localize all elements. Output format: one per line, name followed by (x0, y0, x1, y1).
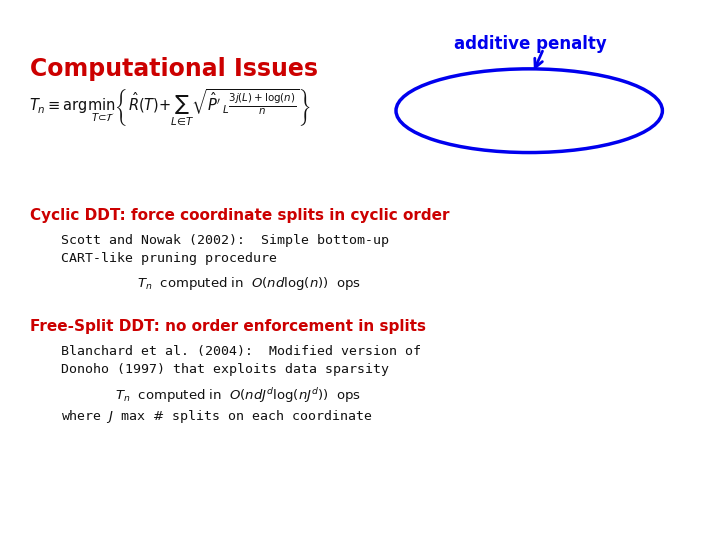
Text: Blanchard et al. (2004):  Modified version of: Blanchard et al. (2004): Modified versio… (61, 345, 421, 357)
Text: $T_n$  computed in  $O(ndJ^d\log(nJ^d))$  ops: $T_n$ computed in $O(ndJ^d\log(nJ^d))$ o… (115, 386, 361, 405)
Text: CART-like pruning procedure: CART-like pruning procedure (61, 252, 277, 265)
Text: Computational Issues: Computational Issues (30, 57, 318, 80)
Text: $T_n$  computed in  $O(nd\log(n))$  ops: $T_n$ computed in $O(nd\log(n))$ ops (137, 275, 361, 292)
Text: Cyclic DDT: force coordinate splits in cyclic order: Cyclic DDT: force coordinate splits in c… (30, 208, 450, 223)
Text: Free-Split DDT: no order enforcement in splits: Free-Split DDT: no order enforcement in … (30, 319, 426, 334)
Text: Scott and Nowak (2002):  Simple bottom-up: Scott and Nowak (2002): Simple bottom-up (61, 234, 390, 247)
Text: where $J$ max $\#$ splits on each coordinate: where $J$ max $\#$ splits on each coordi… (61, 408, 372, 424)
Text: $T_n \equiv \mathrm{arg}\min_{T \subset \mathcal{T}} \left\{ \hat{R}(T) + \sum_{: $T_n \equiv \mathrm{arg}\min_{T \subset … (29, 87, 311, 129)
Text: Donoho (1997) that exploits data sparsity: Donoho (1997) that exploits data sparsit… (61, 363, 390, 376)
Text: additive penalty: additive penalty (454, 35, 606, 53)
